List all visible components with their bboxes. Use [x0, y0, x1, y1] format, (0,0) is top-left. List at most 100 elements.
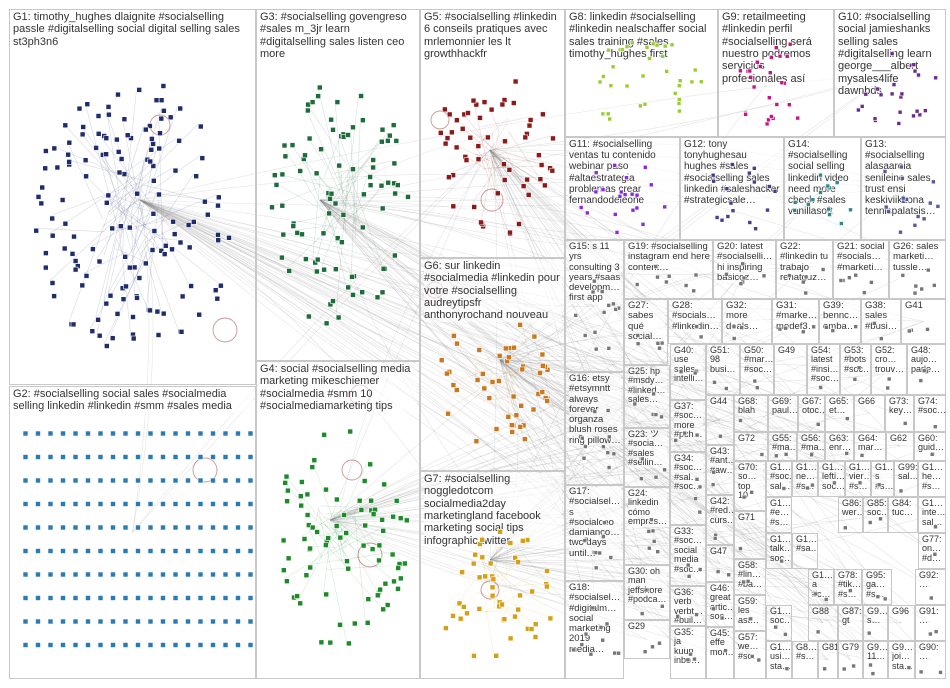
node — [918, 378, 924, 383]
node — [839, 221, 844, 226]
edge — [133, 191, 157, 252]
node — [114, 136, 120, 143]
group-cell-g79: G79 — [838, 641, 863, 679]
node — [314, 268, 320, 275]
group-label: G50: #mar… #soc… — [744, 345, 774, 375]
node — [640, 73, 646, 79]
edge — [289, 142, 330, 201]
edge — [68, 194, 116, 322]
node — [281, 142, 288, 149]
node — [197, 595, 204, 601]
node — [599, 289, 605, 294]
node — [374, 294, 381, 301]
node — [752, 378, 758, 384]
node — [489, 584, 496, 591]
node — [361, 191, 367, 198]
node — [571, 647, 576, 653]
node — [493, 652, 500, 659]
node — [747, 220, 753, 225]
edge — [489, 149, 595, 631]
edge — [305, 101, 349, 167]
node — [154, 308, 161, 315]
edge — [103, 167, 174, 208]
node — [578, 205, 584, 210]
self-loop — [480, 188, 504, 212]
node — [42, 165, 49, 172]
group-label: G12: tony tonyhughesau hughes #sales #so… — [684, 139, 781, 207]
node — [451, 333, 457, 339]
node — [501, 616, 508, 623]
node — [657, 345, 662, 351]
node — [321, 266, 327, 273]
node — [97, 430, 104, 437]
node — [738, 281, 744, 287]
node — [333, 523, 340, 529]
node — [868, 662, 873, 668]
node — [443, 625, 449, 631]
node — [506, 354, 512, 361]
node — [394, 182, 401, 188]
node — [385, 179, 392, 186]
node — [573, 313, 579, 318]
edge — [498, 568, 545, 595]
node — [539, 362, 546, 369]
edge — [80, 124, 144, 215]
node — [786, 102, 792, 107]
edge — [355, 223, 382, 267]
node — [899, 91, 905, 97]
node — [210, 548, 216, 554]
edge — [325, 176, 357, 191]
node — [60, 454, 66, 460]
edge — [319, 199, 696, 322]
node — [72, 548, 79, 554]
node — [512, 554, 519, 561]
node — [823, 597, 829, 602]
node — [496, 353, 503, 359]
node — [302, 152, 308, 159]
node — [96, 258, 103, 265]
node — [465, 110, 471, 116]
node — [328, 190, 335, 197]
node — [124, 132, 131, 138]
node — [601, 534, 606, 540]
node — [783, 632, 788, 637]
group-cell-g34: G34: #soc… #sal… #soc… — [670, 452, 706, 525]
group-cell-g73: G73: key… — [885, 395, 914, 432]
group-label: G43: #ant… #aw… — [710, 446, 734, 476]
node — [215, 202, 221, 209]
group-label: G66 — [858, 396, 882, 407]
node — [728, 200, 734, 206]
node — [883, 204, 889, 210]
node — [764, 121, 770, 127]
node — [72, 430, 79, 437]
node — [511, 344, 517, 351]
node — [382, 580, 389, 587]
node — [723, 648, 728, 653]
node — [313, 170, 320, 177]
edge — [83, 251, 128, 274]
node — [935, 204, 941, 209]
node — [485, 134, 491, 141]
edge — [474, 154, 540, 163]
node — [79, 282, 86, 289]
node — [583, 444, 588, 449]
edge — [338, 138, 386, 178]
node — [653, 474, 659, 480]
node — [711, 178, 716, 184]
node — [303, 256, 309, 262]
node — [805, 202, 811, 207]
node — [601, 444, 606, 450]
node — [358, 507, 365, 513]
group-label: G9… s… — [867, 606, 888, 626]
node — [122, 524, 129, 531]
edge — [507, 363, 521, 396]
node — [95, 131, 102, 137]
group-cell-g4: G4: social #socialselling media marketin… — [256, 361, 420, 679]
node — [379, 289, 386, 296]
edge — [319, 199, 840, 447]
node — [369, 546, 376, 552]
node — [114, 311, 121, 317]
group-cell-g60: G60: guid… — [914, 432, 946, 461]
node — [147, 618, 154, 625]
node — [136, 275, 143, 281]
